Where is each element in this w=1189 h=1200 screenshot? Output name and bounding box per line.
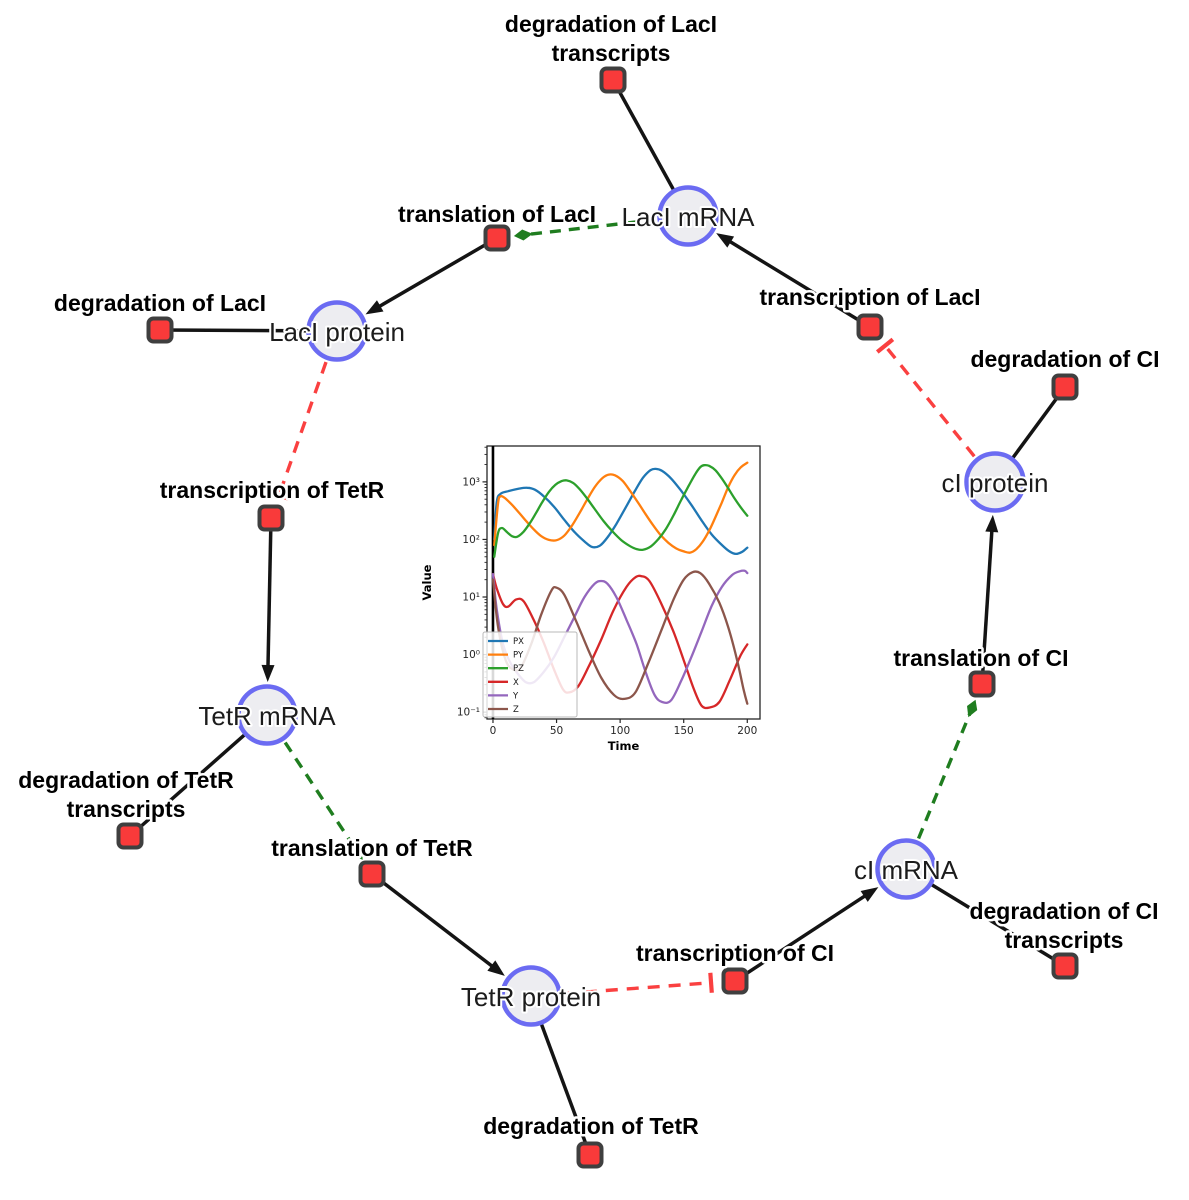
labels-layer: degradation of LacI transcripts translatio… bbox=[16, 9, 1162, 1142]
reaction-label-translation-of-tetr: translation of TetR bbox=[271, 835, 473, 861]
edge-translation-of-laci-to-laci-protein-arrowhead bbox=[365, 300, 384, 315]
legend-label-PZ: PZ bbox=[513, 664, 524, 674]
legend-label-Y: Y bbox=[512, 691, 519, 701]
species-label-tetr-protein: TetR protein bbox=[461, 982, 601, 1012]
nodes-layer bbox=[116, 66, 1079, 1169]
edge-ci-protein-to-transcription-of-laci-tee-bar bbox=[875, 337, 895, 354]
edge-laci-protein-to-transcription-of-tetr bbox=[277, 361, 328, 496]
reaction-label-transcription-of-ci: transcription of CI bbox=[636, 940, 834, 966]
x-tick-label-2: 100 bbox=[610, 725, 630, 737]
reaction-label-degradation-of-ci: degradation of CI bbox=[970, 346, 1159, 372]
edge-transcription-of-laci-to-laci-mrna bbox=[725, 237, 871, 329]
reaction-node-translation-of-laci[interactable] bbox=[483, 224, 511, 252]
reaction-node-degradation-of-laci-transcripts[interactable] bbox=[599, 66, 627, 94]
reaction-node-transcription-of-ci[interactable] bbox=[721, 967, 749, 995]
species-node-ci-protein[interactable] bbox=[964, 451, 1026, 513]
reaction-label-degradation-of-tetr-transcripts-line2: transcripts bbox=[67, 796, 186, 822]
series-line-PZ bbox=[493, 463, 749, 558]
reaction-node-degradation-of-laci[interactable] bbox=[146, 316, 174, 344]
edge-tetr-mrna-to-translation-of-tetr-arrowhead bbox=[352, 843, 363, 860]
series-line-PY bbox=[493, 461, 749, 554]
edge-tetr-protein-to-transcription-of-ci bbox=[563, 981, 712, 996]
y-tick-label-1: 10² bbox=[462, 534, 480, 546]
edge-translation-of-tetr-to-tetr-protein bbox=[370, 872, 497, 970]
reaction-label-translation-of-laci: translation of LacI bbox=[398, 201, 596, 227]
legend-box bbox=[482, 631, 578, 718]
edge-ci-mrna-to-translation-of-ci-arrowhead bbox=[967, 699, 978, 718]
reaction-label-degradation-of-laci: degradation of LacI bbox=[54, 290, 266, 316]
y-tick-label-0: 10³ bbox=[462, 476, 480, 488]
species-node-laci-protein[interactable] bbox=[306, 300, 368, 362]
legend-label-X: X bbox=[513, 678, 519, 688]
y-tick-label-3: 10⁰ bbox=[462, 649, 480, 661]
edge-transcription-of-laci-to-laci-mrna-arrowhead bbox=[716, 233, 735, 248]
species-label-tetr-mrna: TetR mRNA bbox=[198, 701, 336, 731]
series-line-PX bbox=[493, 467, 749, 556]
edge-transcription-of-tetr-to-tetr-mrna bbox=[266, 517, 273, 671]
reaction-label-transcription-of-laci: transcription of LacI bbox=[759, 284, 980, 310]
edge-laci-mrna-to-translation-of-laci bbox=[526, 218, 656, 237]
reaction-label-degradation-of-ci-transcripts-line1: degradation of CI bbox=[969, 898, 1158, 924]
edge-degradation-of-ci-transcripts-to-ci-mrna bbox=[905, 867, 1066, 968]
edge-ci-protein-to-transcription-of-laci bbox=[883, 344, 976, 458]
edge-laci-protein-to-transcription-of-tetr-tee-bar bbox=[268, 490, 290, 501]
edge-translation-of-ci-to-ci-protein bbox=[980, 526, 994, 685]
edge-tetr-mrna-to-translation-of-tetr bbox=[283, 741, 357, 850]
x-tick-label-1: 50 bbox=[550, 725, 563, 737]
reaction-node-translation-of-ci[interactable] bbox=[968, 670, 996, 698]
reaction-node-degradation-of-tetr[interactable] bbox=[576, 1141, 604, 1169]
species-node-tetr-protein[interactable] bbox=[500, 965, 562, 1027]
reaction-label-degradation-of-tetr-transcripts-line1: degradation of TetR bbox=[18, 767, 234, 793]
reaction-label-degradation-of-ci-transcripts-line2: transcripts bbox=[1005, 927, 1124, 953]
species-label-ci-protein: cI protein bbox=[942, 468, 1049, 498]
species-label-ci-mrna: cI mRNA bbox=[854, 855, 959, 885]
edge-transcription-of-tetr-to-tetr-mrna-arrowhead bbox=[261, 664, 275, 683]
species-label-laci-mrna: LacI mRNA bbox=[622, 202, 756, 232]
reaction-label-transcription-of-tetr: transcription of TetR bbox=[160, 477, 385, 503]
edge-translation-of-ci-to-ci-protein-arrowhead bbox=[985, 514, 999, 533]
species-label-laci-protein: LacI protein bbox=[269, 317, 405, 347]
x-tick-label-3: 150 bbox=[674, 725, 694, 737]
reaction-node-transcription-of-laci[interactable] bbox=[856, 313, 884, 341]
x-tick-label-4: 200 bbox=[737, 725, 757, 737]
y-tick-label-2: 10¹ bbox=[462, 592, 480, 604]
edge-transcription-of-ci-to-ci-mrna bbox=[734, 892, 870, 983]
reaction-label-degradation-of-tetr: degradation of TetR bbox=[483, 1113, 699, 1139]
reaction-node-degradation-of-ci-transcripts[interactable] bbox=[1051, 952, 1079, 980]
plot-border bbox=[486, 445, 761, 720]
reaction-node-degradation-of-tetr-transcripts[interactable] bbox=[116, 822, 144, 850]
reaction-label-degradation-of-laci-transcripts-line2: transcripts bbox=[552, 40, 671, 66]
y-tick-label-4: 10⁻¹ bbox=[457, 707, 480, 719]
edges-layer bbox=[128, 79, 1067, 1156]
inset-chart: 0 50 100 150 200 10³ 10² 10¹ 10⁰ 10⁻¹ Time Value PX P… bbox=[415, 425, 787, 773]
y-axis-title: Value bbox=[420, 564, 434, 600]
edge-tetr-protein-to-transcription-of-ci-tee-bar bbox=[708, 972, 714, 993]
reaction-label-degradation-of-laci-transcripts-line1: degradation of LacI bbox=[505, 11, 717, 37]
species-node-laci-mrna[interactable] bbox=[657, 185, 719, 247]
legend-label-Z: Z bbox=[513, 705, 519, 715]
edge-translation-of-tetr-to-tetr-protein-arrowhead bbox=[487, 960, 505, 976]
species-node-tetr-mrna[interactable] bbox=[236, 684, 298, 746]
x-tick-label-0: 0 bbox=[490, 725, 497, 737]
reaction-label-translation-of-ci: translation of CI bbox=[893, 645, 1068, 671]
legend-label-PX: PX bbox=[513, 637, 524, 647]
edge-translation-of-laci-to-laci-protein bbox=[375, 236, 498, 310]
edge-transcription-of-ci-to-ci-mrna-arrowhead bbox=[860, 887, 879, 902]
series-line-X bbox=[491, 572, 749, 710]
x-axis-title: Time bbox=[608, 739, 640, 753]
legend-label-PY: PY bbox=[513, 651, 524, 661]
reaction-node-translation-of-tetr[interactable] bbox=[358, 860, 386, 888]
edge-laci-mrna-to-translation-of-laci-arrowhead bbox=[513, 229, 533, 241]
edge-ci-mrna-to-translation-of-ci bbox=[916, 711, 973, 840]
species-node-ci-mrna[interactable] bbox=[875, 838, 937, 900]
reaction-node-degradation-of-ci[interactable] bbox=[1051, 373, 1079, 401]
reaction-node-transcription-of-tetr[interactable] bbox=[257, 504, 285, 532]
timecourse-plot: 0 50 100 150 200 10³ 10² 10¹ 10⁰ 10⁻¹ Time Value PX P… bbox=[420, 445, 761, 753]
